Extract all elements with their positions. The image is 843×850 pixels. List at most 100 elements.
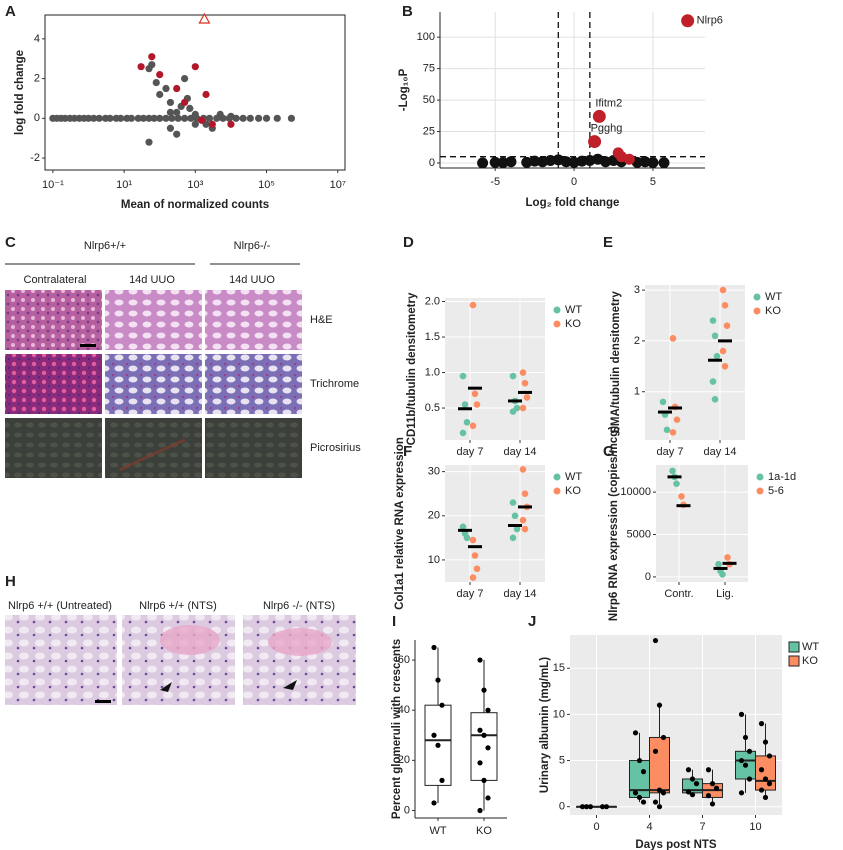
y-tick-label: 25 bbox=[423, 125, 435, 137]
point bbox=[738, 790, 745, 796]
y-tick-label: 15 bbox=[553, 662, 565, 674]
point bbox=[95, 114, 103, 122]
point bbox=[156, 114, 164, 122]
legend-label: 5-6 bbox=[768, 485, 784, 497]
point bbox=[673, 416, 681, 423]
point bbox=[156, 71, 164, 79]
column-label: 14d UUO bbox=[229, 274, 275, 286]
y-tick-label: 2 bbox=[634, 335, 640, 347]
point bbox=[519, 404, 527, 412]
point bbox=[713, 352, 721, 360]
x-tick-label: 10 bbox=[749, 821, 761, 833]
point bbox=[721, 302, 729, 309]
point bbox=[723, 322, 731, 329]
point bbox=[746, 748, 753, 754]
image-title: Nlrp6 +/+ (Untreated) bbox=[8, 600, 112, 612]
point bbox=[719, 571, 726, 578]
point bbox=[477, 807, 483, 814]
point bbox=[579, 804, 586, 810]
genotype-label: Nlrp6+/+ bbox=[84, 240, 126, 252]
point bbox=[127, 114, 135, 122]
point bbox=[673, 480, 680, 487]
x-tick-label: KO bbox=[476, 825, 492, 837]
y-tick-label: 0 bbox=[34, 112, 40, 124]
point bbox=[511, 512, 519, 520]
point bbox=[658, 157, 670, 169]
point-label: Ifitm2 bbox=[595, 97, 622, 109]
point bbox=[599, 804, 606, 810]
point bbox=[719, 286, 727, 294]
point bbox=[463, 534, 471, 542]
x-tick-label: day 7 bbox=[457, 446, 484, 458]
point bbox=[180, 98, 189, 107]
point bbox=[721, 363, 729, 370]
y-tick-label: 30 bbox=[428, 466, 440, 478]
y-tick-label: 1.0 bbox=[425, 366, 440, 378]
point bbox=[529, 155, 541, 167]
point bbox=[173, 108, 181, 116]
y-tick-label: 2 bbox=[34, 72, 40, 84]
stain bbox=[119, 438, 186, 472]
x-tick-label: day 7 bbox=[457, 588, 484, 600]
point bbox=[709, 801, 716, 807]
point bbox=[469, 536, 477, 544]
point bbox=[689, 792, 696, 798]
x-tick-label: 10¹ bbox=[116, 179, 132, 191]
point bbox=[588, 135, 602, 149]
panel-background bbox=[445, 465, 545, 582]
y-tick-label: 10 bbox=[553, 708, 565, 720]
point bbox=[435, 677, 441, 683]
point bbox=[473, 401, 481, 408]
point bbox=[758, 721, 765, 727]
point bbox=[623, 153, 635, 165]
y-tick-label: 10 bbox=[428, 554, 440, 566]
point bbox=[669, 429, 677, 436]
point-label: Nlrp6 bbox=[697, 15, 723, 27]
y-tick-label: 0 bbox=[645, 571, 651, 583]
cast bbox=[268, 628, 332, 656]
point bbox=[439, 702, 445, 708]
point bbox=[685, 767, 692, 773]
point bbox=[709, 317, 717, 324]
y-tick-label: 5 bbox=[559, 754, 565, 766]
y-tick-label: 4 bbox=[34, 33, 40, 45]
point bbox=[640, 769, 647, 775]
legend-label: KO bbox=[565, 318, 581, 330]
y-axis-label: SMA/tubulin densitometry bbox=[610, 291, 622, 434]
point bbox=[481, 687, 487, 693]
legend-key bbox=[553, 306, 561, 314]
point bbox=[656, 804, 663, 810]
point bbox=[713, 785, 720, 791]
y-tick-label: 0.5 bbox=[425, 402, 440, 414]
point bbox=[758, 767, 765, 773]
point bbox=[180, 114, 189, 122]
point bbox=[471, 390, 479, 398]
histology-image bbox=[5, 290, 102, 350]
panel-label: G bbox=[603, 443, 615, 460]
y-axis-label: Percent glomeruli with crescents bbox=[391, 639, 403, 819]
point bbox=[173, 84, 181, 93]
point bbox=[632, 730, 639, 736]
point bbox=[156, 90, 164, 99]
y-tick-label: 75 bbox=[423, 63, 435, 75]
point bbox=[705, 767, 712, 773]
point bbox=[660, 734, 667, 741]
histology-image bbox=[5, 354, 102, 414]
x-tick-label: -5 bbox=[490, 176, 500, 188]
point bbox=[485, 707, 491, 713]
point bbox=[191, 120, 199, 128]
point bbox=[521, 490, 529, 497]
y-axis-label: CD11b/tubulin densitometry bbox=[406, 292, 418, 445]
legend-key bbox=[753, 293, 761, 301]
y-axis-label: log fold change bbox=[14, 50, 26, 135]
point bbox=[678, 493, 685, 500]
point bbox=[663, 426, 671, 434]
arrow bbox=[283, 680, 297, 690]
point bbox=[766, 753, 773, 759]
x-axis-label: Days post NTS bbox=[635, 839, 716, 850]
point bbox=[162, 84, 170, 93]
point bbox=[603, 804, 610, 810]
point bbox=[738, 711, 745, 717]
panel-label: J bbox=[528, 613, 536, 630]
y-tick-label: 20 bbox=[428, 510, 440, 522]
